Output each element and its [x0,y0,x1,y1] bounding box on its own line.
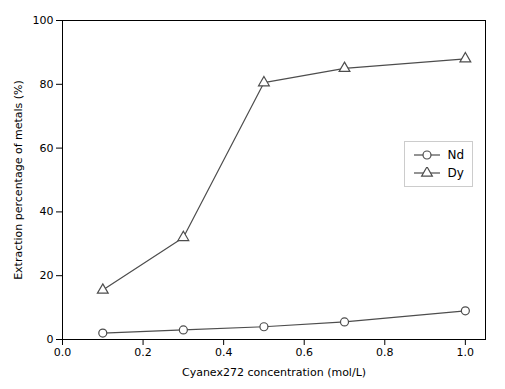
svg-text:80: 80 [40,78,54,91]
svg-text:20: 20 [40,269,54,282]
svg-text:0.0: 0.0 [54,346,72,359]
svg-text:Extraction percentage of metal: Extraction percentage of metals (%) [12,80,25,280]
svg-text:40: 40 [40,205,54,218]
svg-text:0.6: 0.6 [295,346,313,359]
svg-text:0.8: 0.8 [376,346,394,359]
svg-text:60: 60 [40,142,54,155]
svg-text:0.2: 0.2 [134,346,152,359]
svg-text:0: 0 [47,333,54,346]
svg-text:1.0: 1.0 [457,346,475,359]
svg-text:Cyanex272 concentration (mol/L: Cyanex272 concentration (mol/L) [182,366,366,379]
svg-text:0.4: 0.4 [215,346,233,359]
svg-text:100: 100 [33,14,54,27]
html-text:Nd: Nd [447,147,464,162]
html-text:Dy: Dy [447,165,464,180]
